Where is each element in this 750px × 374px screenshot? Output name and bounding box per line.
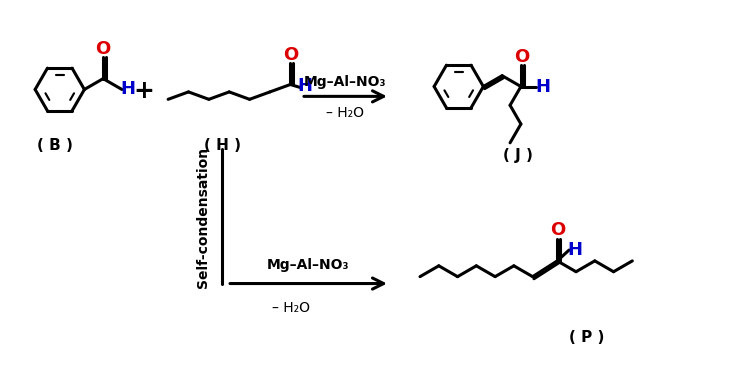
Text: +: + (133, 79, 154, 104)
Text: O: O (283, 46, 298, 64)
Text: O: O (514, 48, 529, 66)
Text: H: H (120, 80, 135, 98)
Text: O: O (550, 221, 566, 239)
Text: – H₂O: – H₂O (326, 106, 364, 120)
Text: Mg–Al–NO₃: Mg–Al–NO₃ (267, 258, 350, 272)
Text: O: O (95, 40, 111, 58)
Text: Self-condensation: Self-condensation (196, 147, 209, 288)
Text: H: H (536, 77, 550, 95)
Text: – H₂O: – H₂O (272, 301, 310, 315)
Text: ( H ): ( H ) (204, 138, 241, 153)
Text: ( J ): ( J ) (503, 148, 532, 163)
Text: Mg–Al–NO₃: Mg–Al–NO₃ (304, 74, 387, 89)
Text: H: H (568, 241, 583, 259)
Text: ( B ): ( B ) (37, 138, 73, 153)
Text: H: H (298, 77, 313, 95)
Text: ( P ): ( P ) (569, 330, 604, 345)
